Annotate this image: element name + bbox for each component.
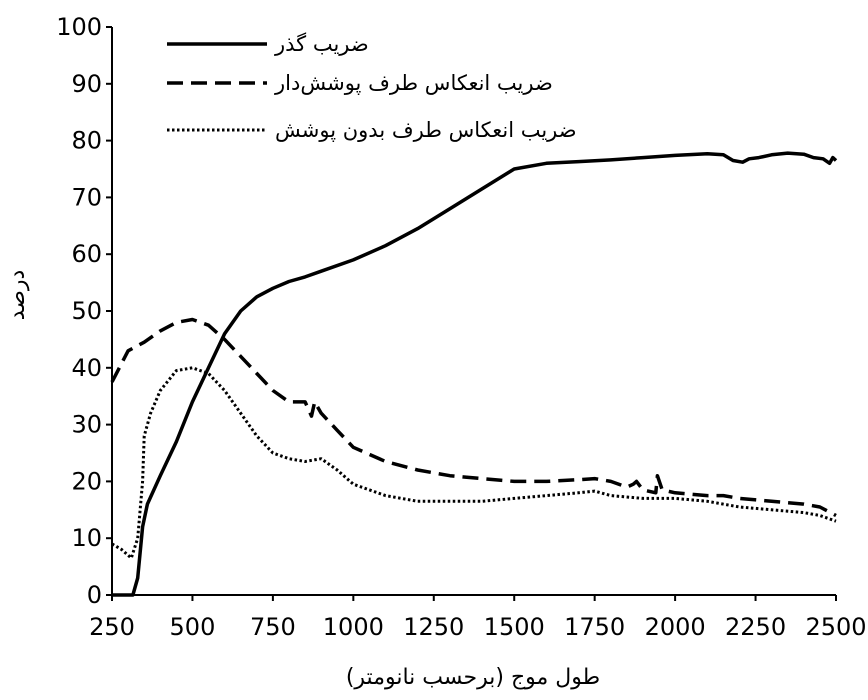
- y-tick-label: 100: [56, 13, 102, 41]
- legend-label-solid: ضریب گذر: [274, 32, 369, 56]
- y-tick-label: 40: [71, 354, 102, 382]
- y-axis-ticks: 0 10 20 30 40 50 60 70 80 90 100: [56, 13, 112, 609]
- x-tick-label: 2500: [805, 613, 866, 641]
- legend-label-dotted: ضریب انعکاس طرف بدون پوشش: [275, 118, 577, 142]
- x-tick-label: 2250: [725, 613, 786, 641]
- x-tick-label: 500: [170, 613, 216, 641]
- legend: ضریب گذر ضریب انعکاس طرف پوشش‌دار ضریب انع…: [167, 32, 577, 142]
- legend-label-dashed: ضریب انعکاس طرف پوشش‌دار: [274, 71, 553, 95]
- y-tick-label: 80: [71, 127, 102, 155]
- x-tick-label: 1500: [484, 613, 545, 641]
- y-tick-label: 30: [71, 411, 102, 439]
- x-tick-label: 750: [250, 613, 296, 641]
- y-tick-label: 50: [71, 297, 102, 325]
- x-tick-label: 1750: [564, 613, 625, 641]
- y-axis-title: درصد: [5, 270, 30, 321]
- x-tick-label: 2000: [645, 613, 706, 641]
- y-tick-label: 20: [71, 467, 102, 495]
- y-tick-label: 60: [71, 240, 102, 268]
- y-tick-label: 10: [71, 524, 102, 552]
- x-tick-label: 1000: [323, 613, 384, 641]
- y-tick-label: 90: [71, 70, 102, 98]
- y-tick-label: 70: [71, 183, 102, 211]
- series-line-dotted: [111, 366, 837, 560]
- x-axis-ticks: 250 500 750 1000 1250 1500 1750 2000 2250 2500: [89, 595, 867, 641]
- x-axis-title: طول موج (برحسب نانومتر): [346, 665, 600, 690]
- series-line-solid: [112, 151, 838, 597]
- x-tick-label: 250: [89, 613, 135, 641]
- series-group: [110, 151, 838, 597]
- x-tick-label: 1250: [403, 613, 464, 641]
- series-line-dashed: [110, 317, 837, 518]
- y-tick-label: 0: [87, 581, 102, 609]
